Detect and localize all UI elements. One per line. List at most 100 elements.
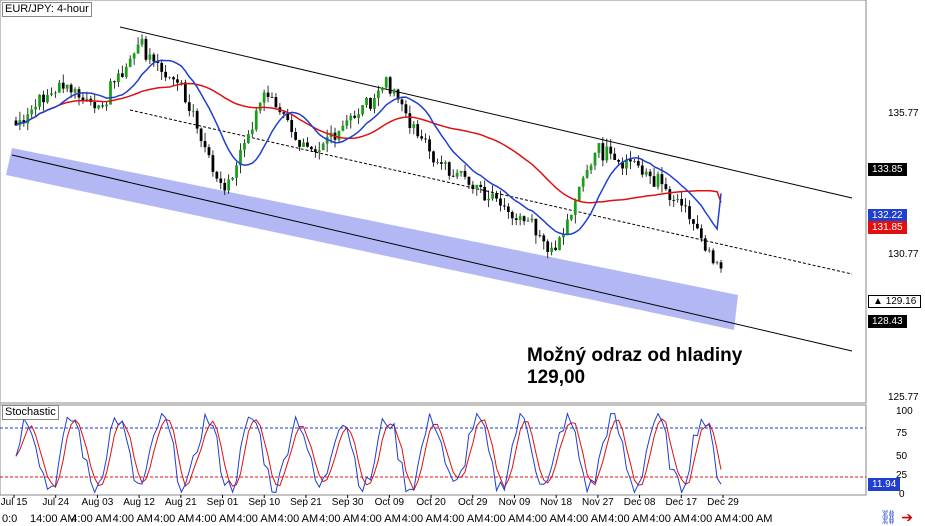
- candle-bullish: [656, 174, 660, 187]
- x-date-label: Sep 01: [206, 497, 239, 508]
- link-icon[interactable]: ⛓: [879, 509, 898, 525]
- candle-bullish: [593, 152, 597, 166]
- x-time-label: 0:0: [2, 513, 18, 525]
- candle-bullish: [597, 143, 601, 153]
- toolbar-icons[interactable]: ⛓ ➔: [880, 509, 913, 526]
- candle-bullish: [605, 146, 609, 161]
- candle-bullish: [262, 92, 266, 103]
- candle-bullish: [530, 218, 534, 221]
- candle-bullish: [625, 159, 628, 169]
- x-date-label: Oct 29: [458, 497, 488, 508]
- candle-bullish: [132, 53, 136, 59]
- candle-bearish: [432, 151, 435, 163]
- candle-bearish: [711, 250, 715, 264]
- candle-bearish: [692, 219, 695, 224]
- x-time-label: 4:00 AM: [690, 513, 732, 525]
- x-date-label: Oct 09: [374, 497, 405, 508]
- candle-bullish: [191, 110, 195, 112]
- candle-bullish: [676, 198, 680, 201]
- annotation-line-2: 129,00: [527, 367, 586, 388]
- x-date-label: Jul 15: [0, 497, 28, 508]
- candle-bearish: [306, 142, 309, 147]
- candle-bearish: [388, 77, 392, 94]
- x-date-label: Aug 12: [123, 497, 155, 508]
- candle-bullish: [65, 84, 69, 89]
- candle-bearish: [282, 112, 286, 114]
- candle-bearish: [400, 99, 404, 105]
- candle-bullish: [302, 142, 305, 147]
- candle-bullish: [632, 160, 636, 162]
- stoch-k-line: [15, 411, 722, 494]
- candle-bearish: [199, 128, 203, 142]
- candle-bullish: [105, 104, 108, 107]
- candle-bearish: [640, 165, 644, 175]
- candle-bearish: [424, 138, 427, 140]
- x-time-label: 4:00 AM: [401, 513, 443, 525]
- candle-bearish: [506, 206, 510, 213]
- candle-bullish: [345, 120, 349, 126]
- x-time-label: 4:00 AM: [277, 513, 319, 525]
- candle-bullish: [227, 179, 231, 191]
- candle-bearish: [479, 184, 483, 187]
- candle-bullish: [361, 105, 364, 115]
- candle-bearish: [223, 182, 227, 191]
- price-tick-125-77: 125.77: [888, 392, 919, 403]
- candle-bullish: [577, 186, 581, 201]
- candle-bullish: [349, 115, 353, 121]
- candle-bullish: [392, 89, 396, 94]
- candle-bearish: [113, 81, 116, 83]
- candle-bearish: [451, 175, 455, 177]
- candle-bullish: [235, 165, 238, 178]
- candle-bullish: [124, 66, 128, 77]
- candle-bearish: [447, 162, 451, 176]
- candle-bearish: [290, 120, 294, 133]
- candle-bearish: [719, 262, 723, 269]
- candle-bearish: [420, 136, 424, 139]
- candle-bullish: [589, 165, 593, 170]
- arrow-icon[interactable]: ➔: [901, 509, 913, 525]
- candle-bearish: [164, 71, 168, 78]
- candle-bearish: [93, 102, 97, 109]
- x-date-label: Jul 24: [42, 497, 70, 508]
- candle-bullish: [73, 89, 77, 93]
- x-date-label: Nov 09: [498, 497, 531, 508]
- candle-bearish: [613, 153, 617, 160]
- candle-bearish: [215, 171, 219, 179]
- candle-bearish: [22, 120, 26, 124]
- candle-bearish: [463, 170, 467, 177]
- candle-bullish: [109, 81, 112, 105]
- stoch-value-box: 11.94: [868, 478, 901, 491]
- candle-bearish: [270, 96, 274, 98]
- x-time-label: 4:00 AM: [112, 513, 153, 525]
- x-time-label: 4:00 AM: [525, 513, 566, 525]
- candle-bearish: [542, 235, 546, 242]
- candle-bearish: [648, 171, 652, 177]
- x-time-label: 4:00 AM: [236, 513, 277, 525]
- candle-bullish: [38, 94, 41, 107]
- candle-bullish: [644, 171, 648, 175]
- x-date-label: Nov 27: [582, 497, 614, 508]
- candle-bearish: [514, 218, 518, 221]
- candles-group: [14, 34, 723, 273]
- candle-bearish: [286, 113, 290, 121]
- candle-bearish: [609, 146, 613, 154]
- candle-bullish: [373, 98, 376, 109]
- candle-bullish: [707, 250, 711, 252]
- candle-bearish: [439, 162, 443, 164]
- candle-bullish: [26, 114, 30, 124]
- candle-bullish: [50, 93, 53, 95]
- price-tick-130-77: 130.77: [888, 249, 919, 260]
- candle-bearish: [310, 146, 313, 150]
- candle-bearish: [369, 97, 372, 109]
- channel-upper-line: [119, 26, 853, 199]
- x-date-label: Dec 17: [665, 497, 698, 508]
- candle-bearish: [696, 223, 699, 229]
- candle-bearish: [510, 212, 514, 219]
- last-price-value: 129.16: [885, 296, 917, 307]
- candle-bearish: [152, 54, 156, 62]
- stoch-tick-50: 50: [896, 451, 908, 462]
- candle-bearish: [203, 141, 207, 148]
- stoch-d-line: [15, 418, 722, 492]
- candle-bearish: [101, 105, 105, 107]
